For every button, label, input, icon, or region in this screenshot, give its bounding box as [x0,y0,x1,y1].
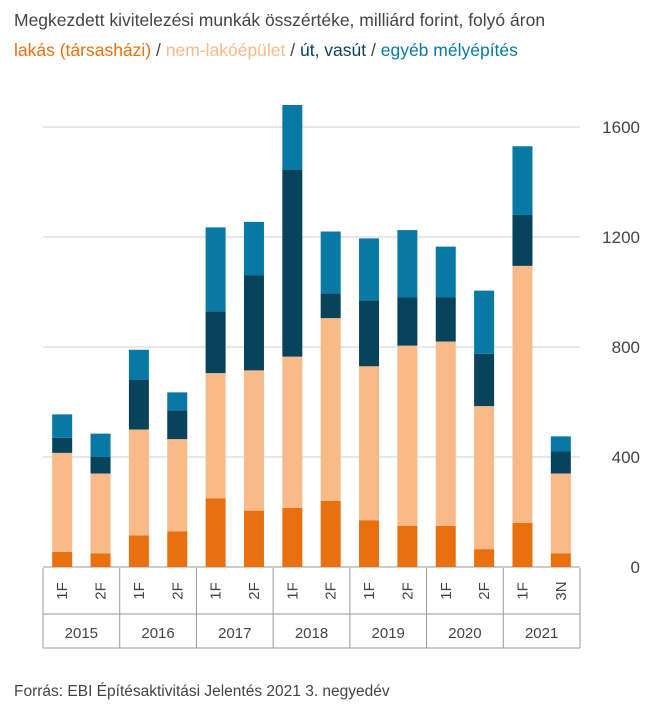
year-group-label: 2016 [141,625,174,642]
legend-line: lakás (társasházi) / nem-lakóépület / út… [14,40,518,61]
bar-segment [90,553,111,567]
year-group-label: 2015 [65,625,98,642]
bars [52,105,571,567]
bar-segment [52,452,73,552]
y-tick-label: 1600 [602,118,640,137]
bar-segment [320,293,341,319]
bar-segment [359,520,380,567]
y-axis-ticks: 0 400 800 1200 1600 [602,118,640,577]
bar-segment [320,501,341,567]
bar-segment [167,531,188,567]
y-tick-label: 400 [612,448,640,467]
x-tick-label: 2F [93,582,110,600]
bar-segment [243,221,264,276]
x-tick-label: 1F [208,582,225,600]
bar-segment [205,498,226,567]
bar-segment [167,410,188,440]
x-tick-label: 2F [476,582,493,600]
bar-segment [474,353,495,407]
bar-segment [282,356,303,508]
bar-segment [282,507,303,567]
bar-segment [90,457,111,474]
bar-segment [512,146,533,215]
x-tick-label: 2F [323,582,340,600]
x-axis: 1F 2F 1F 2F 1F 2F 1F 2F 1F 2F 1F 2F 1F 3N 2015 2016 2017… [42,568,581,649]
x-tick-label: 2F [246,582,263,600]
bar-segment [128,429,149,536]
bar-segment [128,349,149,380]
bar-segment [282,105,303,170]
y-tick-label: 800 [612,338,640,357]
x-tick-label: 1F [438,582,455,600]
year-group-label: 2019 [372,625,405,642]
bar-segment [359,238,380,301]
bar-segment [52,437,73,453]
bar-segment [397,230,418,298]
year-group-label: 2020 [448,625,481,642]
bar-segment [550,436,571,452]
bar-segment [320,231,341,294]
bar-segment [550,553,571,567]
bar-segment [282,169,303,357]
bar-segment [435,341,456,526]
bar-segment [205,227,226,312]
x-tick-label: 1F [361,582,378,600]
bar-segment [128,380,149,430]
bar-segment [512,265,533,523]
bar-segment [90,473,111,554]
bar-segment [474,549,495,567]
bar-segment [243,370,264,511]
bar-segment [52,551,73,567]
bar-segment [397,525,418,567]
bar-segment [512,523,533,567]
x-tick-label: 1F [54,582,71,600]
bar-segment [397,345,418,526]
bar-segment [474,290,495,354]
year-group-label: 2021 [525,625,558,642]
legend-item-nem-lakoepulet: nem-lakóépület [165,40,286,60]
x-tick-label: 1F [284,582,301,600]
bar-segment [205,311,226,374]
legend-item-egyeb-melyepites: egyéb mélyépítés [380,40,518,60]
x-tick-label: 1F [131,582,148,600]
legend-separator: / [366,40,381,60]
bar-segment [128,535,149,567]
legend-item-ut-vasut: út, vasút [299,40,367,60]
bar-segment [550,451,571,474]
bar-segment [435,246,456,298]
bar-segment [167,439,188,532]
bar-segment [435,525,456,567]
bar-segment [474,406,495,550]
bar-segment [359,300,380,367]
source-note: Forrás: EBI Építésaktivitási Jelentés 20… [14,683,390,700]
chart-title: Megkezdett kivitelezési munkák összérték… [14,10,546,30]
bar-segment [435,297,456,342]
bar-segment [550,473,571,554]
bar-segment [359,366,380,521]
x-tick-label: 2F [169,582,186,600]
bar-segment [512,215,533,266]
x-tick-label: 3N [553,581,570,600]
legend-item-lakas: lakás (társasházi) [14,40,152,60]
bar-segment [243,275,264,371]
bar-segment [90,433,111,457]
year-group-label: 2018 [295,625,328,642]
gridlines [43,126,580,568]
x-tick-label: 1F [514,582,531,600]
year-group-label: 2017 [218,625,251,642]
bar-segment [397,297,418,346]
legend-separator: / [285,40,300,60]
bar-segment [167,392,188,411]
x-tick-label: 2F [399,582,416,600]
bar-segment [243,510,264,567]
legend-separator: / [151,40,166,60]
bar-segment [205,373,226,499]
y-tick-label: 1200 [602,228,640,247]
bar-segment [320,318,341,501]
y-tick-label: 0 [631,558,640,577]
bar-segment [52,414,73,438]
